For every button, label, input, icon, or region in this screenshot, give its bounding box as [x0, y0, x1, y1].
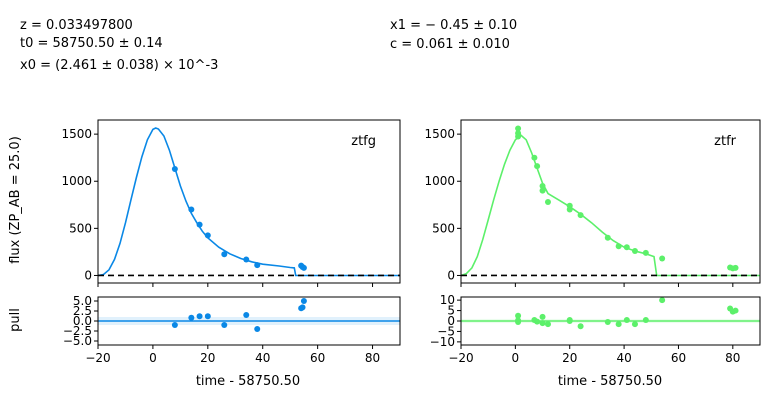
- data-point: [196, 221, 203, 228]
- data-point: [539, 313, 546, 320]
- data-point: [188, 314, 195, 321]
- y-tick-label: 500: [69, 221, 92, 235]
- x-tick-label: −20: [85, 351, 110, 365]
- y-tick-label: 1000: [424, 174, 455, 188]
- y-tick-label: 0: [447, 268, 455, 282]
- x-tick-label: 80: [725, 351, 740, 365]
- data-point: [299, 304, 306, 311]
- data-point: [659, 297, 666, 304]
- data-point: [515, 125, 522, 132]
- data-point: [188, 206, 195, 213]
- data-point: [243, 312, 250, 318]
- x-tick-label: 0: [149, 351, 157, 365]
- x-tick-label: 40: [255, 351, 270, 365]
- data-point: [539, 320, 546, 327]
- data-point: [615, 321, 622, 328]
- data-point: [196, 313, 203, 320]
- data-point: [659, 255, 666, 262]
- data-point: [577, 323, 584, 330]
- data-point: [515, 312, 522, 319]
- data-point: [254, 262, 261, 269]
- y-tick-label: 0.0: [73, 314, 92, 328]
- x-tick-label: 80: [365, 351, 380, 365]
- axes-frame: [97, 119, 401, 284]
- band-label: ztfr: [714, 134, 736, 149]
- data-point: [604, 234, 611, 241]
- xlabel-left: time - 58750.50: [196, 374, 300, 389]
- data-point: [204, 232, 211, 239]
- x-tick-label: 60: [671, 351, 686, 365]
- data-point: [539, 187, 546, 194]
- band-label: ztfg: [351, 134, 376, 149]
- data-point: [534, 318, 541, 325]
- data-point: [732, 264, 739, 271]
- data-point: [544, 198, 551, 205]
- x-tick-label: 60: [310, 351, 325, 365]
- y-tick-label: 1000: [61, 174, 92, 188]
- y-tick-label: 0: [447, 314, 455, 328]
- param-t0: t0 = 58750.50 ± 0.14: [20, 36, 163, 51]
- axes-frame: [460, 119, 761, 284]
- data-point: [544, 321, 551, 328]
- x-tick-label: 40: [616, 351, 631, 365]
- data-point: [631, 247, 638, 254]
- y-tick-label: 5.0: [73, 294, 92, 308]
- x-tick-label: 20: [200, 351, 215, 365]
- data-point: [604, 319, 611, 326]
- param-c: c = 0.061 ± 0.010: [390, 37, 510, 52]
- model-curve: [460, 134, 760, 277]
- data-point: [732, 307, 739, 314]
- flux-axis-label: flux (ZP_AB = 25.0): [8, 136, 23, 264]
- y-tick-label: 1500: [424, 127, 455, 141]
- y-tick-label: 5: [447, 304, 455, 318]
- data-point: [577, 212, 584, 219]
- y-tick-label: −5: [437, 324, 455, 338]
- data-point: [171, 165, 178, 172]
- data-point: [631, 321, 638, 328]
- panel-pull-ztfg: −20 0 20 40 60 80 −5.0−2.50.02.55.0: [63, 294, 401, 365]
- panel-flux-ztfg: 0 500 1000 1500 ztfg: [61, 119, 401, 287]
- param-z: z = 0.033497800: [20, 18, 133, 33]
- data-point: [539, 182, 546, 189]
- panel-flux-ztfr: 0 500 1000 1500 ztfr: [424, 119, 761, 287]
- data-point: [300, 298, 307, 304]
- model-curve: [97, 127, 400, 277]
- y-tick-label: 2.5: [73, 304, 92, 318]
- xlabel-right: time - 58750.50: [558, 374, 662, 389]
- x-tick-label: 0: [512, 351, 520, 365]
- data-point: [221, 322, 228, 328]
- data-point: [623, 316, 630, 323]
- data-point: [623, 244, 630, 251]
- data-point: [243, 256, 250, 263]
- y-tick-label: −2.5: [63, 324, 92, 338]
- y-tick-label: −5.0: [63, 334, 92, 348]
- data-point: [515, 317, 522, 324]
- data-point: [171, 322, 178, 328]
- data-point: [204, 313, 211, 320]
- data-point: [515, 133, 522, 140]
- data-point: [642, 316, 649, 323]
- y-tick-label: 0: [84, 268, 92, 282]
- pull-axis-label: pull: [8, 308, 23, 332]
- data-point: [566, 206, 573, 213]
- data-point: [254, 326, 261, 332]
- data-point: [531, 154, 538, 161]
- data-point: [642, 249, 649, 256]
- data-point: [615, 243, 622, 250]
- data-point: [300, 264, 307, 271]
- y-tick-label: 10: [440, 293, 455, 307]
- y-tick-label: 500: [432, 221, 455, 235]
- y-tick-label: 1500: [61, 127, 92, 141]
- x-tick-label: −20: [448, 351, 473, 365]
- x-tick-label: 20: [562, 351, 577, 365]
- data-point: [221, 251, 228, 258]
- param-x0: x0 = (2.461 ± 0.038) × 10^-3: [20, 58, 219, 73]
- y-tick-label: −10: [430, 335, 455, 349]
- param-x1: x1 = − 0.45 ± 0.10: [390, 18, 518, 33]
- data-point: [534, 163, 541, 170]
- data-point: [566, 318, 573, 324]
